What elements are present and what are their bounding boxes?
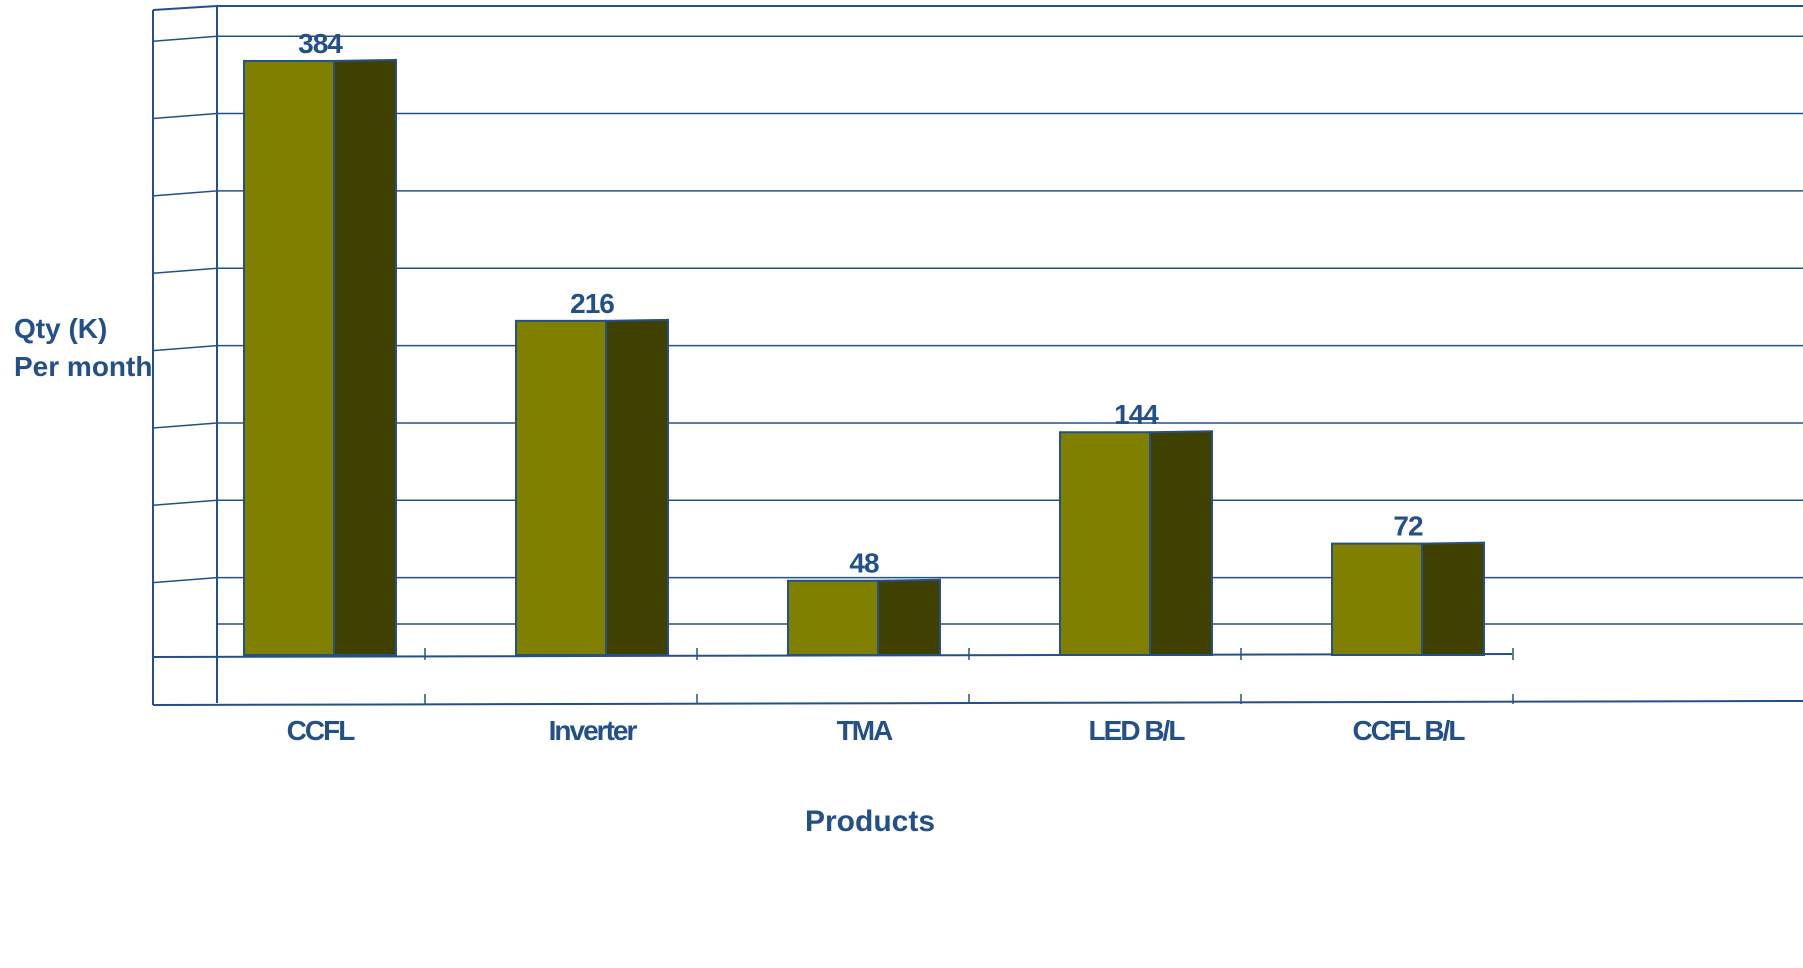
bar-front bbox=[1060, 432, 1150, 655]
gridline-side bbox=[153, 191, 217, 196]
x-tick-label: LED B/L bbox=[1089, 715, 1186, 746]
data-label: 72 bbox=[1393, 511, 1423, 542]
gridline-side bbox=[153, 423, 217, 428]
y-axis-label: Qty (K) Per month bbox=[14, 310, 152, 386]
y-axis-label-line-1: Qty (K) bbox=[14, 310, 152, 348]
x-axis-label: Products bbox=[0, 805, 1740, 839]
data-label: 144 bbox=[1114, 399, 1159, 430]
x-tick-label: CCFL B/L bbox=[1352, 715, 1465, 746]
x-tick-label: TMA bbox=[837, 715, 893, 746]
bar-side bbox=[334, 60, 396, 655]
y-axis-label-line-2: Per month bbox=[14, 348, 152, 386]
bar-front bbox=[244, 61, 334, 655]
bar-side bbox=[878, 580, 940, 655]
side-wall-top-edge bbox=[153, 6, 217, 10]
data-label: 216 bbox=[570, 288, 614, 319]
gridline-side bbox=[153, 578, 217, 583]
bar-front bbox=[516, 321, 606, 655]
gridline-side bbox=[153, 346, 217, 351]
bar-front bbox=[788, 581, 878, 655]
data-label: 48 bbox=[849, 548, 879, 579]
gridline-side bbox=[153, 268, 217, 273]
bar-side bbox=[1422, 543, 1484, 655]
chart-frame bbox=[153, 6, 1803, 705]
gridline-side bbox=[153, 114, 217, 119]
data-label: 384 bbox=[298, 28, 343, 59]
bar-side bbox=[1150, 431, 1212, 655]
gridlines bbox=[153, 36, 1803, 624]
gridline-side bbox=[153, 36, 217, 41]
x-tick-label: CCFL bbox=[287, 715, 356, 746]
floor-front-edge bbox=[153, 701, 1803, 705]
x-tick-labels: CCFL Inverter TMA LED B/L CCFL B/L bbox=[287, 715, 1466, 746]
x-tick-label: Inverter bbox=[549, 715, 638, 746]
bar-side bbox=[606, 320, 668, 655]
data-labels: 384 216 48 144 72 bbox=[298, 28, 1423, 579]
gridline-side bbox=[153, 500, 217, 505]
bar-front bbox=[1332, 544, 1422, 655]
